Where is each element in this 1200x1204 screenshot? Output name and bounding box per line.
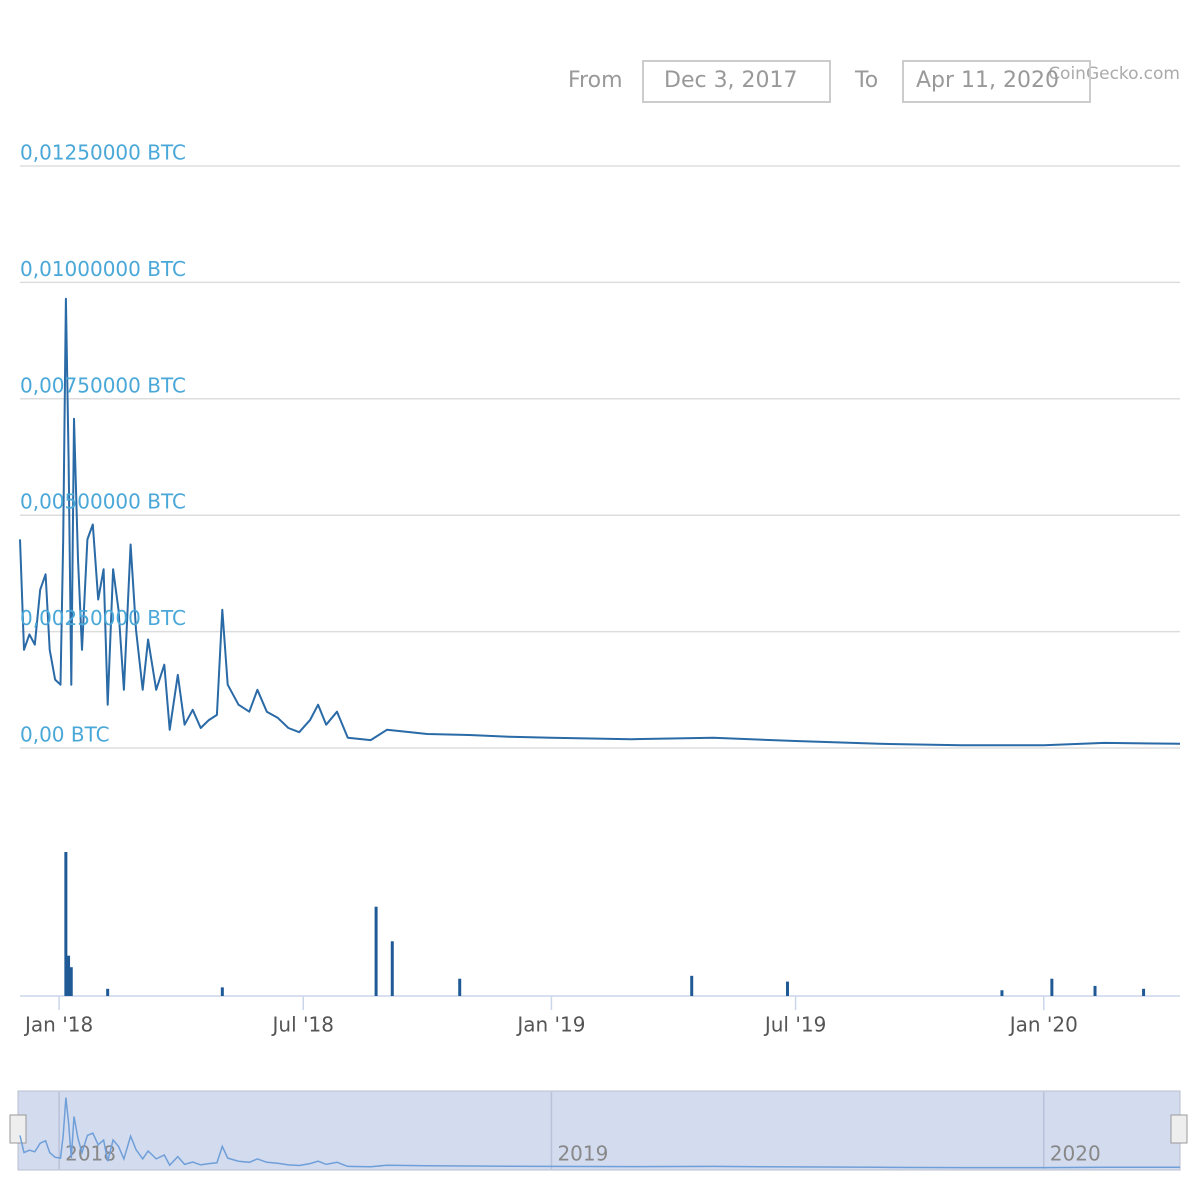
volume-bar	[785, 981, 789, 996]
volume-bar	[1142, 988, 1146, 996]
range-from-input[interactable]	[642, 60, 831, 103]
volume-bar	[1050, 978, 1054, 996]
volume-bar	[374, 906, 378, 996]
x-tick-label: Jul '18	[271, 1013, 334, 1037]
x-tick-label: Jul '19	[763, 1013, 826, 1037]
volume-bar	[106, 988, 110, 996]
y-tick-label: 0,01000000 BTC	[20, 257, 186, 281]
range-from-label: From	[568, 68, 623, 93]
volume-bar	[390, 941, 394, 996]
range-from[interactable]: Dec 3, 2017	[664, 68, 798, 93]
navigator-label: 2018	[65, 1142, 116, 1166]
volume-bar	[1093, 985, 1097, 996]
volume-bar	[64, 852, 68, 996]
navigator-label: 2020	[1050, 1142, 1101, 1166]
y-tick-label: 0,00500000 BTC	[20, 490, 186, 514]
range-to-input[interactable]	[902, 60, 1091, 103]
range-to[interactable]: Apr 11, 2020	[916, 68, 1059, 93]
volume-bar	[1000, 990, 1004, 996]
volume-bar	[220, 987, 224, 996]
volume-bar	[67, 955, 71, 996]
y-tick-label: 0,00750000 BTC	[20, 373, 186, 397]
x-tick-label: Jan '18	[23, 1013, 93, 1037]
x-tick-label: Jan '19	[515, 1013, 585, 1037]
price-line	[19, 297, 1181, 747]
navigator-line	[19, 1097, 1181, 1169]
range-to-label: To	[854, 68, 878, 93]
y-tick-label: 0,00250000 BTC	[20, 606, 186, 630]
y-tick-label: 0,00 BTC	[20, 723, 110, 747]
navigator-handle[interactable]	[9, 1114, 27, 1144]
volume-bar	[69, 967, 73, 996]
volume-bar	[690, 975, 694, 996]
y-tick-label: 0,01250000 BTC	[20, 141, 186, 165]
navigator-label: 2019	[557, 1142, 608, 1166]
credit: CoinGecko.com	[1048, 64, 1180, 84]
volume-bar	[458, 978, 462, 996]
x-tick-label: Jan '20	[1008, 1013, 1078, 1037]
navigator[interactable]	[17, 1090, 1181, 1171]
navigator-handle[interactable]	[1170, 1114, 1188, 1144]
